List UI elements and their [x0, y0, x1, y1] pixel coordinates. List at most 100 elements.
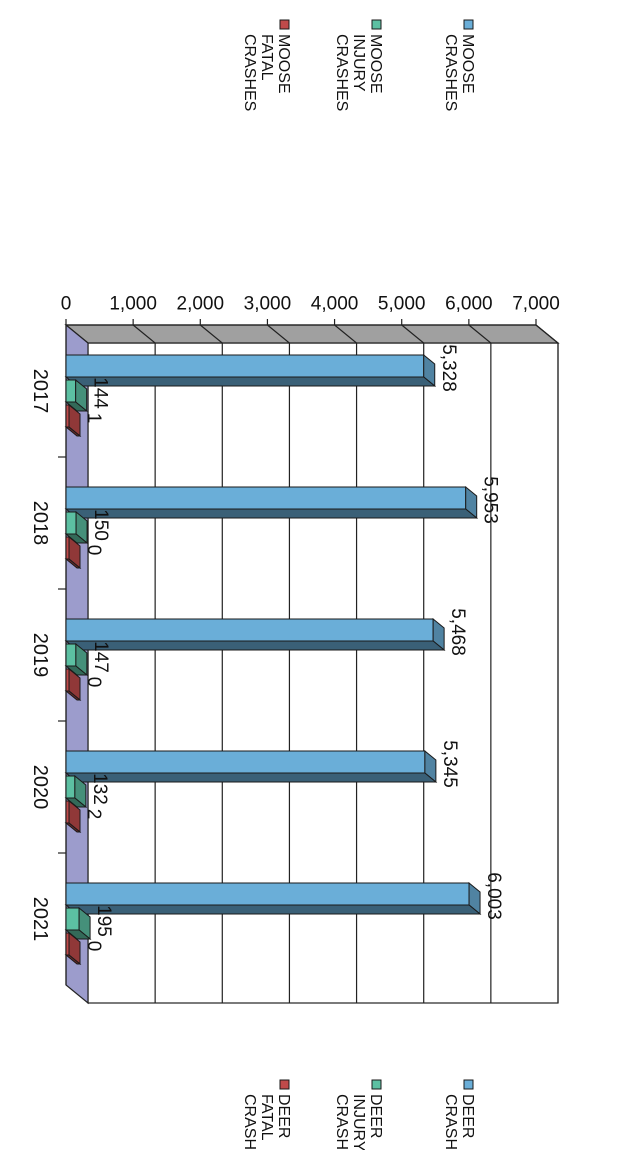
bar-side — [64, 558, 82, 569]
bar-front — [65, 354, 425, 378]
legend-moose-label: MOOSE — [367, 34, 384, 94]
bar-front — [65, 882, 470, 906]
bar-front — [65, 511, 77, 535]
y-tick-label: 2,000 — [177, 293, 225, 314]
y-tick-label: 6,000 — [445, 293, 493, 314]
data-label: 147 — [90, 641, 111, 673]
bar-injury — [64, 378, 89, 413]
data-label: 5,953 — [480, 476, 501, 524]
bar-front — [65, 643, 77, 667]
y-tick-label: 7,000 — [512, 293, 560, 314]
gridline — [132, 324, 156, 1003]
gridline — [199, 324, 223, 1003]
bar-fatal — [64, 403, 82, 438]
gridline — [334, 324, 358, 1003]
legend-deer-label: DEER — [459, 1094, 476, 1138]
bar-side — [64, 508, 479, 519]
y-tick-label: 4,000 — [311, 293, 359, 314]
bar-side — [64, 426, 82, 437]
legend-moose-label: CRASHES — [442, 34, 459, 111]
legend-deer-label: CRASHES — [241, 1094, 258, 1150]
legend-moose-swatch — [279, 19, 290, 30]
bar-front — [65, 486, 467, 510]
legend-deer-swatch — [279, 1079, 290, 1090]
bar-crashes — [64, 353, 437, 388]
bar-injury — [64, 642, 89, 677]
bar-crashes — [64, 881, 482, 916]
legend-moose-label: INJURY — [350, 34, 367, 92]
data-label: 0 — [83, 677, 104, 688]
bar-front — [65, 907, 80, 931]
legend-moose-label: CRASHES — [241, 34, 258, 111]
bar-fatal — [64, 535, 82, 570]
gridline — [535, 324, 559, 1003]
data-label: 2 — [83, 809, 104, 820]
legend-deer-label: DEER — [275, 1094, 292, 1138]
data-label: 132 — [89, 773, 110, 805]
y-tick-label: 0 — [61, 293, 72, 314]
y-tick-label: 1,000 — [109, 293, 157, 314]
legend-moose-label: CRASHES — [333, 34, 350, 111]
data-label: 5,345 — [439, 740, 460, 788]
legend-deer-swatch — [463, 1079, 474, 1090]
gridline — [468, 324, 492, 1003]
bar-front — [65, 618, 434, 642]
bar-side — [64, 376, 437, 387]
y-tick-label: 5,000 — [378, 293, 426, 314]
bar-crashes — [64, 749, 438, 784]
data-label: 1 — [83, 413, 104, 424]
data-label: 0 — [83, 941, 104, 952]
legend-deer-label: DEER — [367, 1094, 384, 1138]
chart-rotated-group: 0 1,000 2,000 3,000 4,000 5,000 6,000 7,000 2017… — [29, 19, 560, 1150]
category-label: 2019 — [29, 633, 51, 678]
category-label: 2017 — [29, 369, 51, 414]
side-wall — [64, 324, 560, 344]
data-label: 195 — [93, 905, 114, 937]
bar-side — [64, 772, 438, 783]
data-label: 144 — [90, 377, 111, 409]
data-label: 5,468 — [447, 608, 468, 656]
data-label: 6,003 — [483, 872, 504, 920]
category-label: 2020 — [29, 765, 51, 810]
bar-crashes — [64, 617, 446, 652]
bar-side — [64, 904, 482, 915]
bar-injury — [64, 774, 88, 809]
legend-deer-label: INJURY — [350, 1094, 367, 1150]
legend-moose-swatch — [463, 19, 474, 30]
data-label: 5,328 — [438, 344, 459, 392]
legend-moose-label: FATAL — [258, 34, 275, 81]
bar-front — [65, 379, 77, 403]
data-label: 150 — [90, 509, 111, 541]
bar-crashes — [64, 485, 479, 520]
bar-side — [64, 954, 82, 965]
gridline — [267, 324, 291, 1003]
bar-fatal — [64, 667, 82, 702]
bar-injury — [64, 510, 89, 545]
legend-deer-label: FATAL — [258, 1094, 275, 1141]
bar-side — [64, 690, 82, 701]
legend-moose-swatch — [371, 19, 382, 30]
legend-moose-label: MOOSE — [459, 34, 476, 94]
legend-deer-label: CRASHES — [333, 1094, 350, 1150]
legend-deer-swatch — [371, 1079, 382, 1090]
y-tick-label: 3,000 — [244, 293, 292, 314]
bar-fatal — [64, 799, 82, 834]
bar-fatal — [64, 931, 82, 966]
legend-deer-label: CRASHES — [442, 1094, 459, 1150]
data-label: 0 — [83, 545, 104, 556]
bar-side — [64, 640, 446, 651]
gridline — [401, 324, 425, 1003]
bar-front — [65, 775, 76, 799]
bar-side — [64, 822, 82, 833]
bar-front — [65, 750, 426, 774]
category-label: 2021 — [29, 897, 51, 942]
category-label: 2018 — [29, 501, 51, 546]
